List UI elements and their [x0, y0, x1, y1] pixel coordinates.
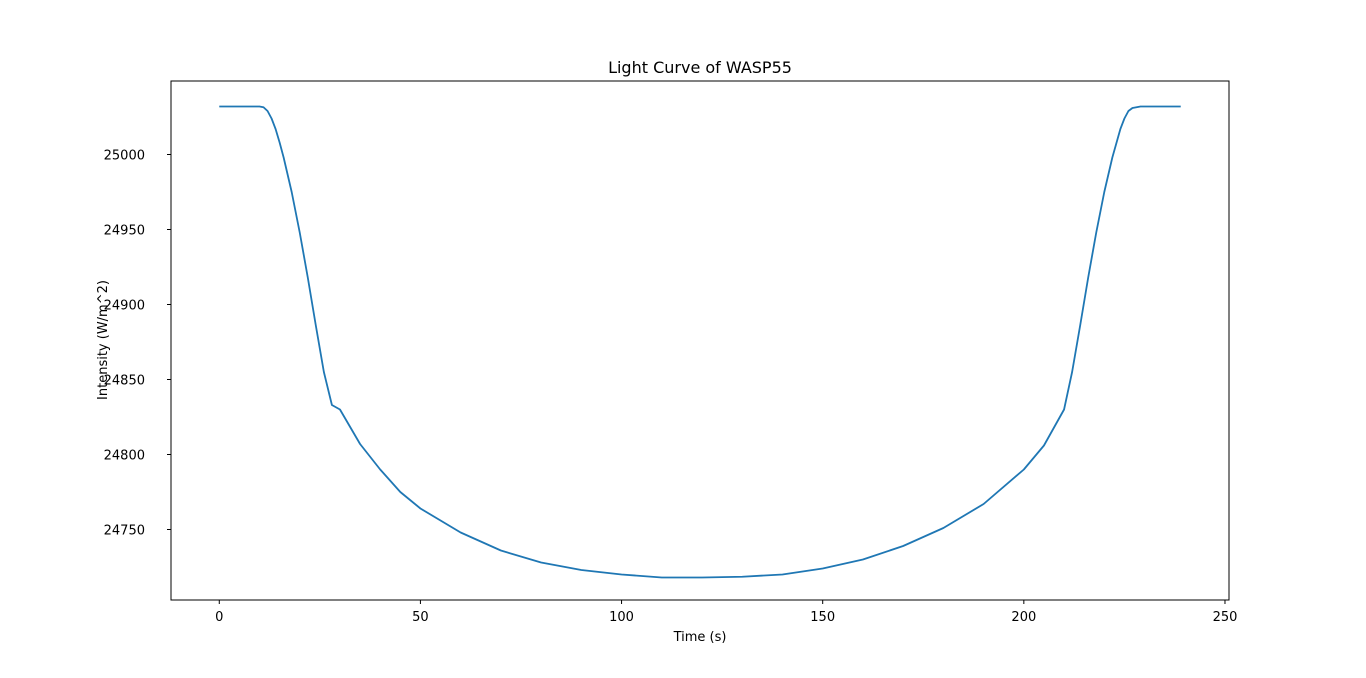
- x-tick-label: 50: [412, 610, 429, 625]
- x-tick-label: 150: [810, 610, 835, 625]
- x-tick-label: 0: [215, 610, 223, 625]
- plot-frame: [170, 80, 1230, 601]
- series-line: [219, 105, 1181, 579]
- x-axis-ticks: 0 50 100 150 200 250: [215, 600, 1237, 625]
- y-tick-label: 24850: [104, 374, 145, 389]
- x-tick-label: 100: [609, 610, 634, 625]
- chart-title: Light Curve of WASP55: [608, 58, 792, 77]
- y-axis-ticks: 24750 24800 24850 24900 24950 25000: [104, 149, 171, 539]
- x-axis-label: Time (s): [673, 630, 727, 645]
- plot-area: [171, 81, 1229, 600]
- x-tick-label: 200: [1011, 610, 1036, 625]
- y-tick-label: 25000: [104, 149, 145, 164]
- y-tick-label: 24900: [104, 299, 145, 314]
- y-tick-label: 24950: [104, 224, 145, 239]
- y-tick-label: 24750: [104, 524, 145, 539]
- y-tick-label: 24800: [104, 449, 145, 464]
- x-tick-label: 250: [1213, 610, 1238, 625]
- y-axis-label: Intensity (W/m^2): [96, 280, 111, 400]
